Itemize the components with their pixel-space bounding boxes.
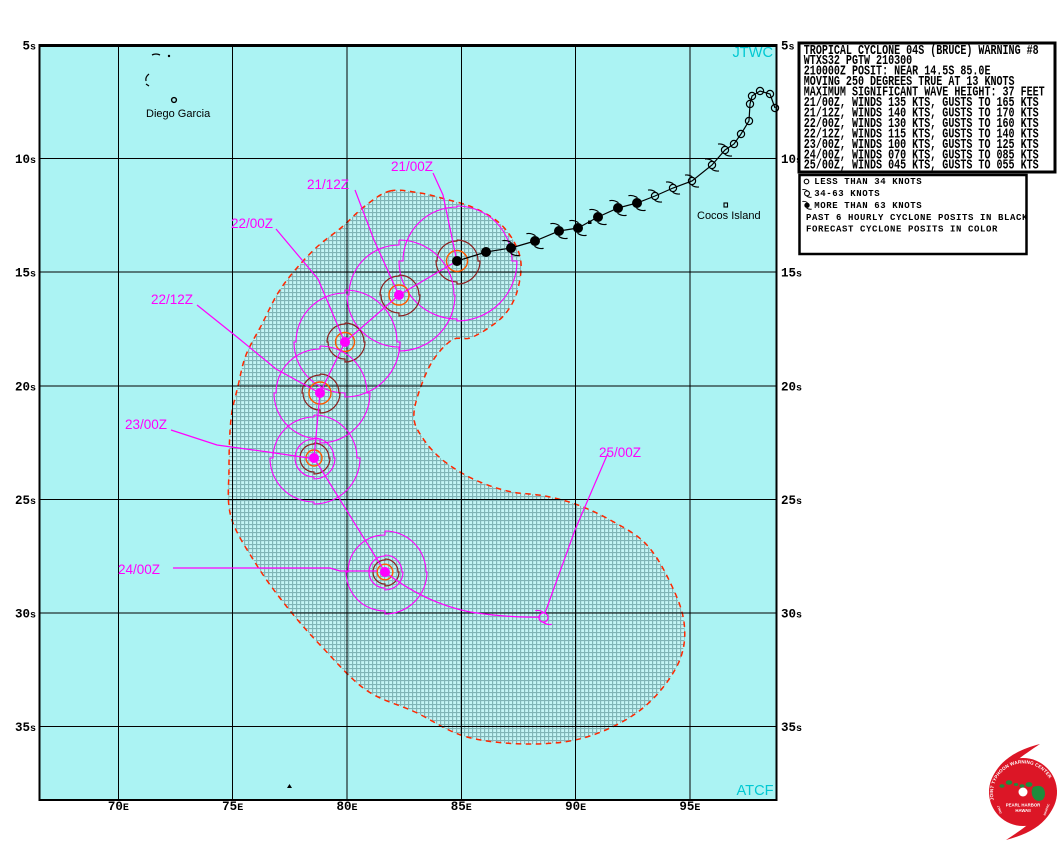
svg-text:MORE THAN 63 KNOTS: MORE THAN 63 KNOTS (814, 201, 922, 211)
svg-text:25/00Z: 25/00Z (599, 445, 641, 460)
svg-text:PAST 6 HOURLY CYCLONE POSITS I: PAST 6 HOURLY CYCLONE POSITS IN BLACK (806, 213, 1028, 223)
svg-text:MAXIMUM SIGNIFICANT WAVE HEIGH: MAXIMUM SIGNIFICANT WAVE HEIGHT: 37 FEET (804, 84, 1045, 100)
svg-text:23/00Z, WINDS 100 KTS, GUSTS T: 23/00Z, WINDS 100 KTS, GUSTS TO 125 KTS (804, 137, 1039, 153)
svg-text:FORECAST CYCLONE POSITS IN COL: FORECAST CYCLONE POSITS IN COLOR (806, 225, 998, 235)
svg-text:21/12Z: 21/12Z (307, 177, 349, 192)
svg-text:80E: 80E (336, 800, 357, 814)
svg-text:75E: 75E (222, 800, 243, 814)
svg-text:90E: 90E (565, 800, 586, 814)
svg-text:PEARL HARBOR: PEARL HARBOR (1006, 803, 1041, 808)
svg-text:35s: 35s (781, 721, 802, 735)
svg-text:JTWC: JTWC (733, 45, 774, 61)
svg-text:LESS THAN 34 KNOTS: LESS THAN 34 KNOTS (814, 177, 922, 187)
svg-text:30s: 30s (781, 608, 802, 622)
svg-text:95E: 95E (679, 800, 700, 814)
svg-text:35s: 35s (15, 721, 36, 735)
svg-text:TROPICAL CYCLONE 04S (BRUCE) W: TROPICAL CYCLONE 04S (BRUCE) WARNING #8 (804, 42, 1039, 58)
svg-text:ATCF: ATCF (737, 783, 774, 799)
svg-text:MOVING 250 DEGREES TRUE AT 13: MOVING 250 DEGREES TRUE AT 13 KNOTS (804, 74, 1015, 90)
svg-text:22/12Z: 22/12Z (151, 292, 193, 307)
svg-text:85E: 85E (451, 800, 472, 814)
svg-text:21/00Z, WINDS 135 KTS, GUSTS T: 21/00Z, WINDS 135 KTS, GUSTS TO 165 KTS (804, 95, 1039, 111)
svg-text:NAVPAC: NAVPAC (1043, 802, 1051, 816)
svg-text:24/00Z: 24/00Z (118, 562, 160, 577)
svg-text:25/00Z, WINDS 045 KTS, GUSTS T: 25/00Z, WINDS 045 KTS, GUSTS TO 055 KTS (804, 157, 1039, 173)
svg-text:22/12Z, WINDS 115 KTS, GUSTS T: 22/12Z, WINDS 115 KTS, GUSTS TO 140 KTS (804, 126, 1039, 142)
svg-text:25s: 25s (15, 494, 36, 508)
svg-text:30s: 30s (15, 608, 36, 622)
svg-text:WTXS32 PGTW 210300: WTXS32 PGTW 210300 (804, 53, 912, 69)
svg-text:22/00Z: 22/00Z (231, 216, 273, 231)
svg-text:23/00Z: 23/00Z (125, 417, 167, 432)
svg-text:JTWC: JTWC (996, 805, 1003, 815)
svg-text:20s: 20s (15, 380, 36, 394)
svg-text:34-63 KNOTS: 34-63 KNOTS (814, 189, 880, 199)
svg-text:15s: 15s (15, 267, 36, 281)
svg-text:25s: 25s (781, 494, 802, 508)
svg-text:22/00Z, WINDS 130 KTS, GUSTS T: 22/00Z, WINDS 130 KTS, GUSTS TO 160 KTS (804, 116, 1039, 132)
svg-text:HAWAII: HAWAII (1015, 808, 1030, 813)
svg-text:15s: 15s (781, 267, 802, 281)
svg-text:24/00Z, WINDS 070 KTS, GUSTS T: 24/00Z, WINDS 070 KTS, GUSTS TO 085 KTS (804, 147, 1039, 163)
svg-text:70E: 70E (108, 800, 129, 814)
svg-text:Cocos Island: Cocos Island (697, 210, 761, 222)
svg-text:Diego Garcia: Diego Garcia (146, 108, 211, 120)
svg-text:21/00Z: 21/00Z (391, 159, 433, 174)
svg-text:5s: 5s (781, 40, 795, 54)
svg-text:210000Z POSIT: NEAR 14.5S 85.0: 210000Z POSIT: NEAR 14.5S 85.0E (804, 63, 991, 79)
svg-text:21/12Z, WINDS 140 KTS, GUSTS T: 21/12Z, WINDS 140 KTS, GUSTS TO 170 KTS (804, 105, 1039, 121)
svg-text:10s: 10s (15, 153, 36, 167)
svg-text:20s: 20s (781, 380, 802, 394)
svg-text:5s: 5s (22, 40, 36, 54)
